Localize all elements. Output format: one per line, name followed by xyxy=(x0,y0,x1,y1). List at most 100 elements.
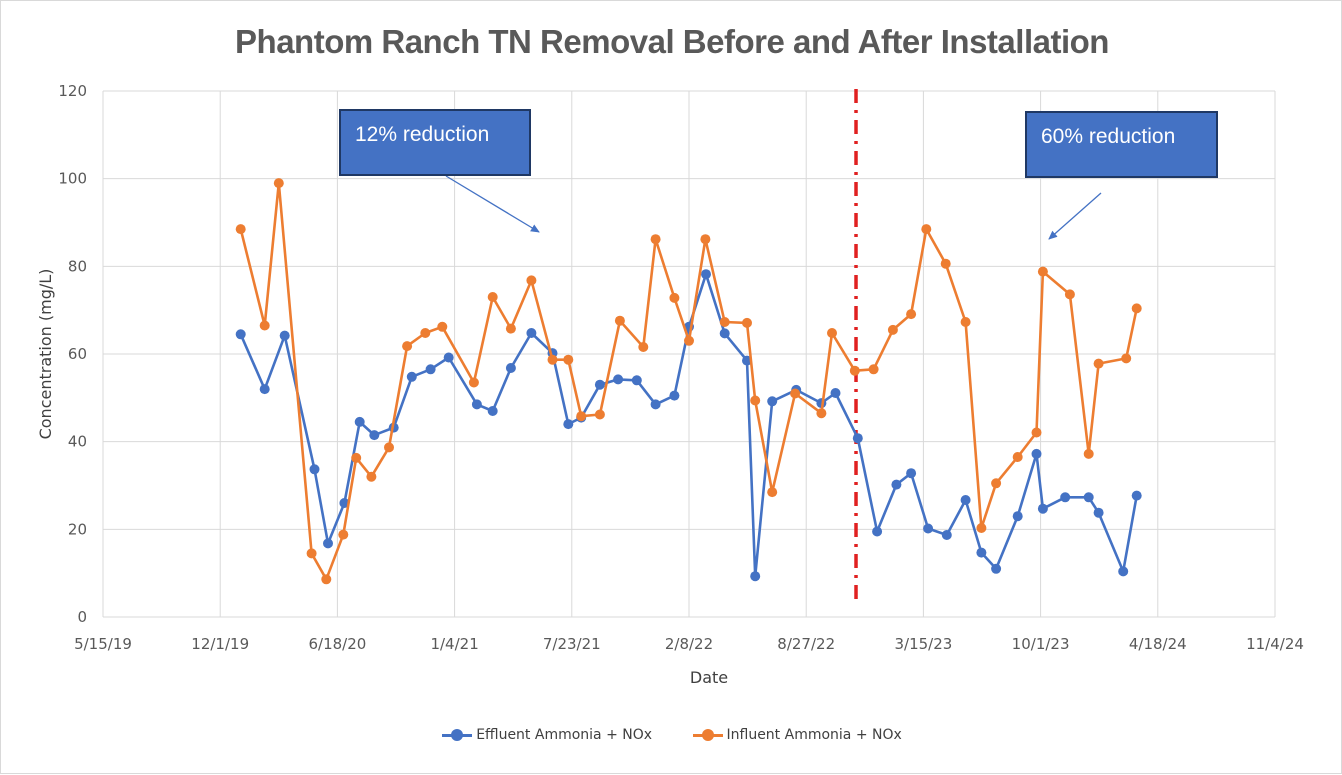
data-point-effluent xyxy=(563,419,574,430)
y-tick-label: 20 xyxy=(68,520,87,538)
data-point-influent xyxy=(816,408,827,419)
legend-label-effluent: Effluent Ammonia + NOx xyxy=(476,727,653,743)
data-point-influent xyxy=(742,317,752,328)
data-point-effluent xyxy=(1083,492,1094,503)
data-point-influent xyxy=(351,452,362,463)
data-point-influent xyxy=(921,224,932,235)
data-point-influent xyxy=(638,342,649,352)
legend: Effluent Ammonia + NOx Influent Ammonia … xyxy=(1,727,1342,746)
x-tick-label: 2/8/22 xyxy=(665,635,713,653)
data-point-influent xyxy=(1012,452,1023,462)
data-point-influent xyxy=(1093,358,1104,369)
x-tick-label: 8/27/22 xyxy=(777,635,835,653)
data-point-effluent xyxy=(309,464,320,475)
data-point-influent xyxy=(976,523,987,533)
data-point-influent xyxy=(1083,448,1094,459)
data-point-influent xyxy=(505,323,516,334)
data-point-influent xyxy=(547,354,558,365)
data-point-influent xyxy=(437,321,448,332)
x-tick-label: 5/15/19 xyxy=(74,635,132,653)
data-point-influent xyxy=(960,317,971,327)
data-point-effluent xyxy=(505,363,516,373)
data-point-influent xyxy=(700,234,711,245)
y-tick-label: 80 xyxy=(68,257,87,275)
callout-arrow-before xyxy=(445,175,540,233)
data-point-influent xyxy=(563,354,574,365)
data-point-influent xyxy=(1064,289,1075,300)
x-tick-label: 3/15/23 xyxy=(894,635,952,653)
data-point-effluent xyxy=(323,538,333,549)
legend-item-influent: Influent Ammonia + NOx xyxy=(692,727,902,743)
x-tick-label: 6/18/20 xyxy=(308,635,366,653)
data-point-influent xyxy=(273,178,284,189)
data-point-effluent xyxy=(235,329,246,340)
data-point-influent xyxy=(868,364,879,375)
data-point-effluent xyxy=(906,468,917,479)
data-point-effluent xyxy=(594,379,605,390)
data-point-influent xyxy=(750,395,761,406)
data-point-effluent xyxy=(406,371,417,382)
data-point-effluent xyxy=(941,530,952,540)
data-point-influent xyxy=(1037,266,1048,277)
data-point-effluent xyxy=(487,406,498,416)
data-point-influent xyxy=(719,317,730,327)
data-point-influent xyxy=(650,234,661,245)
x-axis-title: Date xyxy=(690,668,728,687)
data-point-effluent xyxy=(872,526,883,537)
data-point-influent xyxy=(849,365,860,376)
data-point-influent xyxy=(827,328,837,338)
data-point-effluent xyxy=(471,399,482,410)
data-point-influent xyxy=(487,292,498,302)
y-tick-label: 100 xyxy=(58,170,87,188)
legend-swatch-effluent xyxy=(442,728,473,742)
data-point-effluent xyxy=(526,328,537,338)
y-tick-label: 0 xyxy=(77,608,87,626)
data-point-effluent xyxy=(750,571,761,582)
data-point-influent xyxy=(402,341,413,352)
data-point-effluent xyxy=(613,374,624,385)
data-point-influent xyxy=(906,309,917,320)
data-point-influent xyxy=(321,574,332,585)
data-point-influent xyxy=(468,377,479,388)
y-axis-title: Concentration (mg/L) xyxy=(36,269,55,440)
data-point-effluent xyxy=(259,384,270,395)
data-point-effluent xyxy=(891,479,902,490)
data-point-influent xyxy=(1131,303,1142,314)
data-point-effluent xyxy=(279,330,290,341)
data-point-effluent xyxy=(852,433,863,444)
data-point-effluent xyxy=(650,399,661,410)
data-point-influent xyxy=(669,292,680,303)
data-point-influent xyxy=(235,224,246,235)
x-tick-label: 7/23/21 xyxy=(543,635,601,653)
data-point-influent xyxy=(1031,427,1042,438)
data-point-effluent xyxy=(719,328,730,339)
x-tick-label: 11/4/24 xyxy=(1246,635,1304,653)
data-point-influent xyxy=(767,487,778,498)
legend-item-effluent: Effluent Ammonia + NOx xyxy=(442,727,652,743)
data-point-influent xyxy=(576,411,587,422)
y-tick-label: 60 xyxy=(68,345,87,363)
data-point-effluent xyxy=(1037,503,1048,514)
x-tick-label: 1/4/21 xyxy=(430,635,478,653)
data-point-influent xyxy=(887,324,898,335)
x-tick-label: 12/1/19 xyxy=(191,635,249,653)
y-tick-label: 40 xyxy=(68,433,87,451)
data-point-influent xyxy=(259,320,270,331)
data-point-effluent xyxy=(425,364,436,375)
data-point-effluent xyxy=(443,352,454,363)
x-tick-label: 10/1/23 xyxy=(1012,635,1070,653)
data-point-influent xyxy=(940,258,951,269)
data-point-influent xyxy=(684,335,694,346)
data-point-influent xyxy=(420,328,431,338)
data-point-influent xyxy=(366,471,377,482)
data-point-influent xyxy=(1121,353,1132,364)
data-point-effluent xyxy=(1093,507,1104,518)
y-tick-label: 120 xyxy=(58,82,87,100)
data-point-influent xyxy=(338,529,349,540)
data-point-effluent xyxy=(960,495,971,505)
callout-after: 60% reduction xyxy=(1025,111,1218,178)
series-line-influent xyxy=(239,181,1138,581)
data-point-effluent xyxy=(976,547,987,558)
data-point-influent xyxy=(614,315,625,326)
